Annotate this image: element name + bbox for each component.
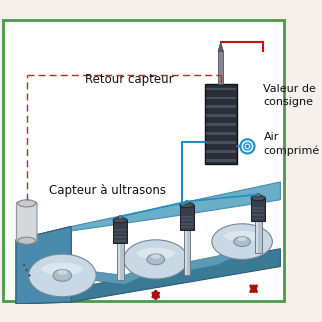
Bar bbox=[251, 198, 265, 221]
Circle shape bbox=[23, 263, 25, 266]
Text: Air: Air bbox=[263, 132, 279, 142]
Ellipse shape bbox=[224, 231, 260, 242]
Polygon shape bbox=[218, 42, 223, 51]
Bar bbox=[114, 240, 126, 242]
Bar bbox=[256, 218, 258, 253]
Ellipse shape bbox=[185, 201, 189, 204]
Bar bbox=[118, 240, 120, 280]
Circle shape bbox=[246, 145, 249, 148]
Ellipse shape bbox=[212, 224, 272, 260]
Bar bbox=[185, 226, 187, 275]
Ellipse shape bbox=[137, 248, 175, 260]
Polygon shape bbox=[156, 244, 242, 271]
FancyBboxPatch shape bbox=[16, 202, 37, 242]
Ellipse shape bbox=[42, 263, 82, 275]
Ellipse shape bbox=[113, 218, 127, 223]
Bar bbox=[181, 219, 193, 221]
Bar bbox=[205, 123, 236, 126]
Bar bbox=[205, 88, 236, 90]
Ellipse shape bbox=[151, 254, 161, 259]
Text: Valeur de: Valeur de bbox=[263, 83, 316, 93]
Bar bbox=[252, 218, 264, 219]
Bar bbox=[205, 84, 237, 164]
Circle shape bbox=[240, 139, 254, 154]
Bar bbox=[205, 159, 236, 162]
Polygon shape bbox=[16, 226, 71, 298]
Ellipse shape bbox=[147, 254, 165, 265]
Bar bbox=[218, 51, 223, 84]
Bar bbox=[252, 214, 264, 216]
Bar bbox=[118, 240, 124, 280]
Ellipse shape bbox=[118, 216, 122, 219]
Ellipse shape bbox=[57, 270, 67, 275]
Text: Capteur à ultrasons: Capteur à ultrasons bbox=[49, 185, 166, 197]
Bar bbox=[181, 226, 193, 228]
Bar bbox=[205, 141, 236, 144]
Ellipse shape bbox=[18, 200, 36, 207]
Ellipse shape bbox=[180, 203, 194, 208]
Bar bbox=[113, 220, 127, 243]
Ellipse shape bbox=[18, 237, 36, 244]
Bar bbox=[114, 233, 126, 234]
Bar bbox=[205, 97, 236, 99]
Circle shape bbox=[244, 143, 251, 150]
Text: consigne: consigne bbox=[263, 97, 313, 107]
Bar bbox=[114, 229, 126, 231]
Bar bbox=[180, 205, 194, 230]
Bar bbox=[205, 132, 236, 135]
Polygon shape bbox=[16, 226, 71, 304]
Bar bbox=[252, 207, 264, 209]
Ellipse shape bbox=[256, 194, 260, 197]
Bar bbox=[114, 236, 126, 238]
Ellipse shape bbox=[238, 237, 247, 241]
Polygon shape bbox=[16, 249, 280, 304]
Polygon shape bbox=[62, 260, 156, 284]
Ellipse shape bbox=[28, 254, 96, 297]
Text: Retour capteur: Retour capteur bbox=[85, 73, 173, 86]
Bar bbox=[181, 223, 193, 225]
Ellipse shape bbox=[251, 195, 265, 201]
Bar bbox=[255, 218, 262, 253]
Text: comprimé: comprimé bbox=[263, 146, 320, 156]
Ellipse shape bbox=[234, 237, 251, 247]
Bar bbox=[184, 226, 190, 275]
Bar bbox=[205, 150, 236, 153]
Ellipse shape bbox=[53, 270, 71, 281]
Bar bbox=[205, 114, 236, 117]
Bar bbox=[181, 216, 193, 218]
Bar bbox=[252, 211, 264, 212]
Polygon shape bbox=[16, 182, 280, 244]
Ellipse shape bbox=[124, 240, 188, 279]
Circle shape bbox=[25, 269, 28, 271]
Bar bbox=[205, 105, 236, 108]
Circle shape bbox=[28, 274, 31, 277]
